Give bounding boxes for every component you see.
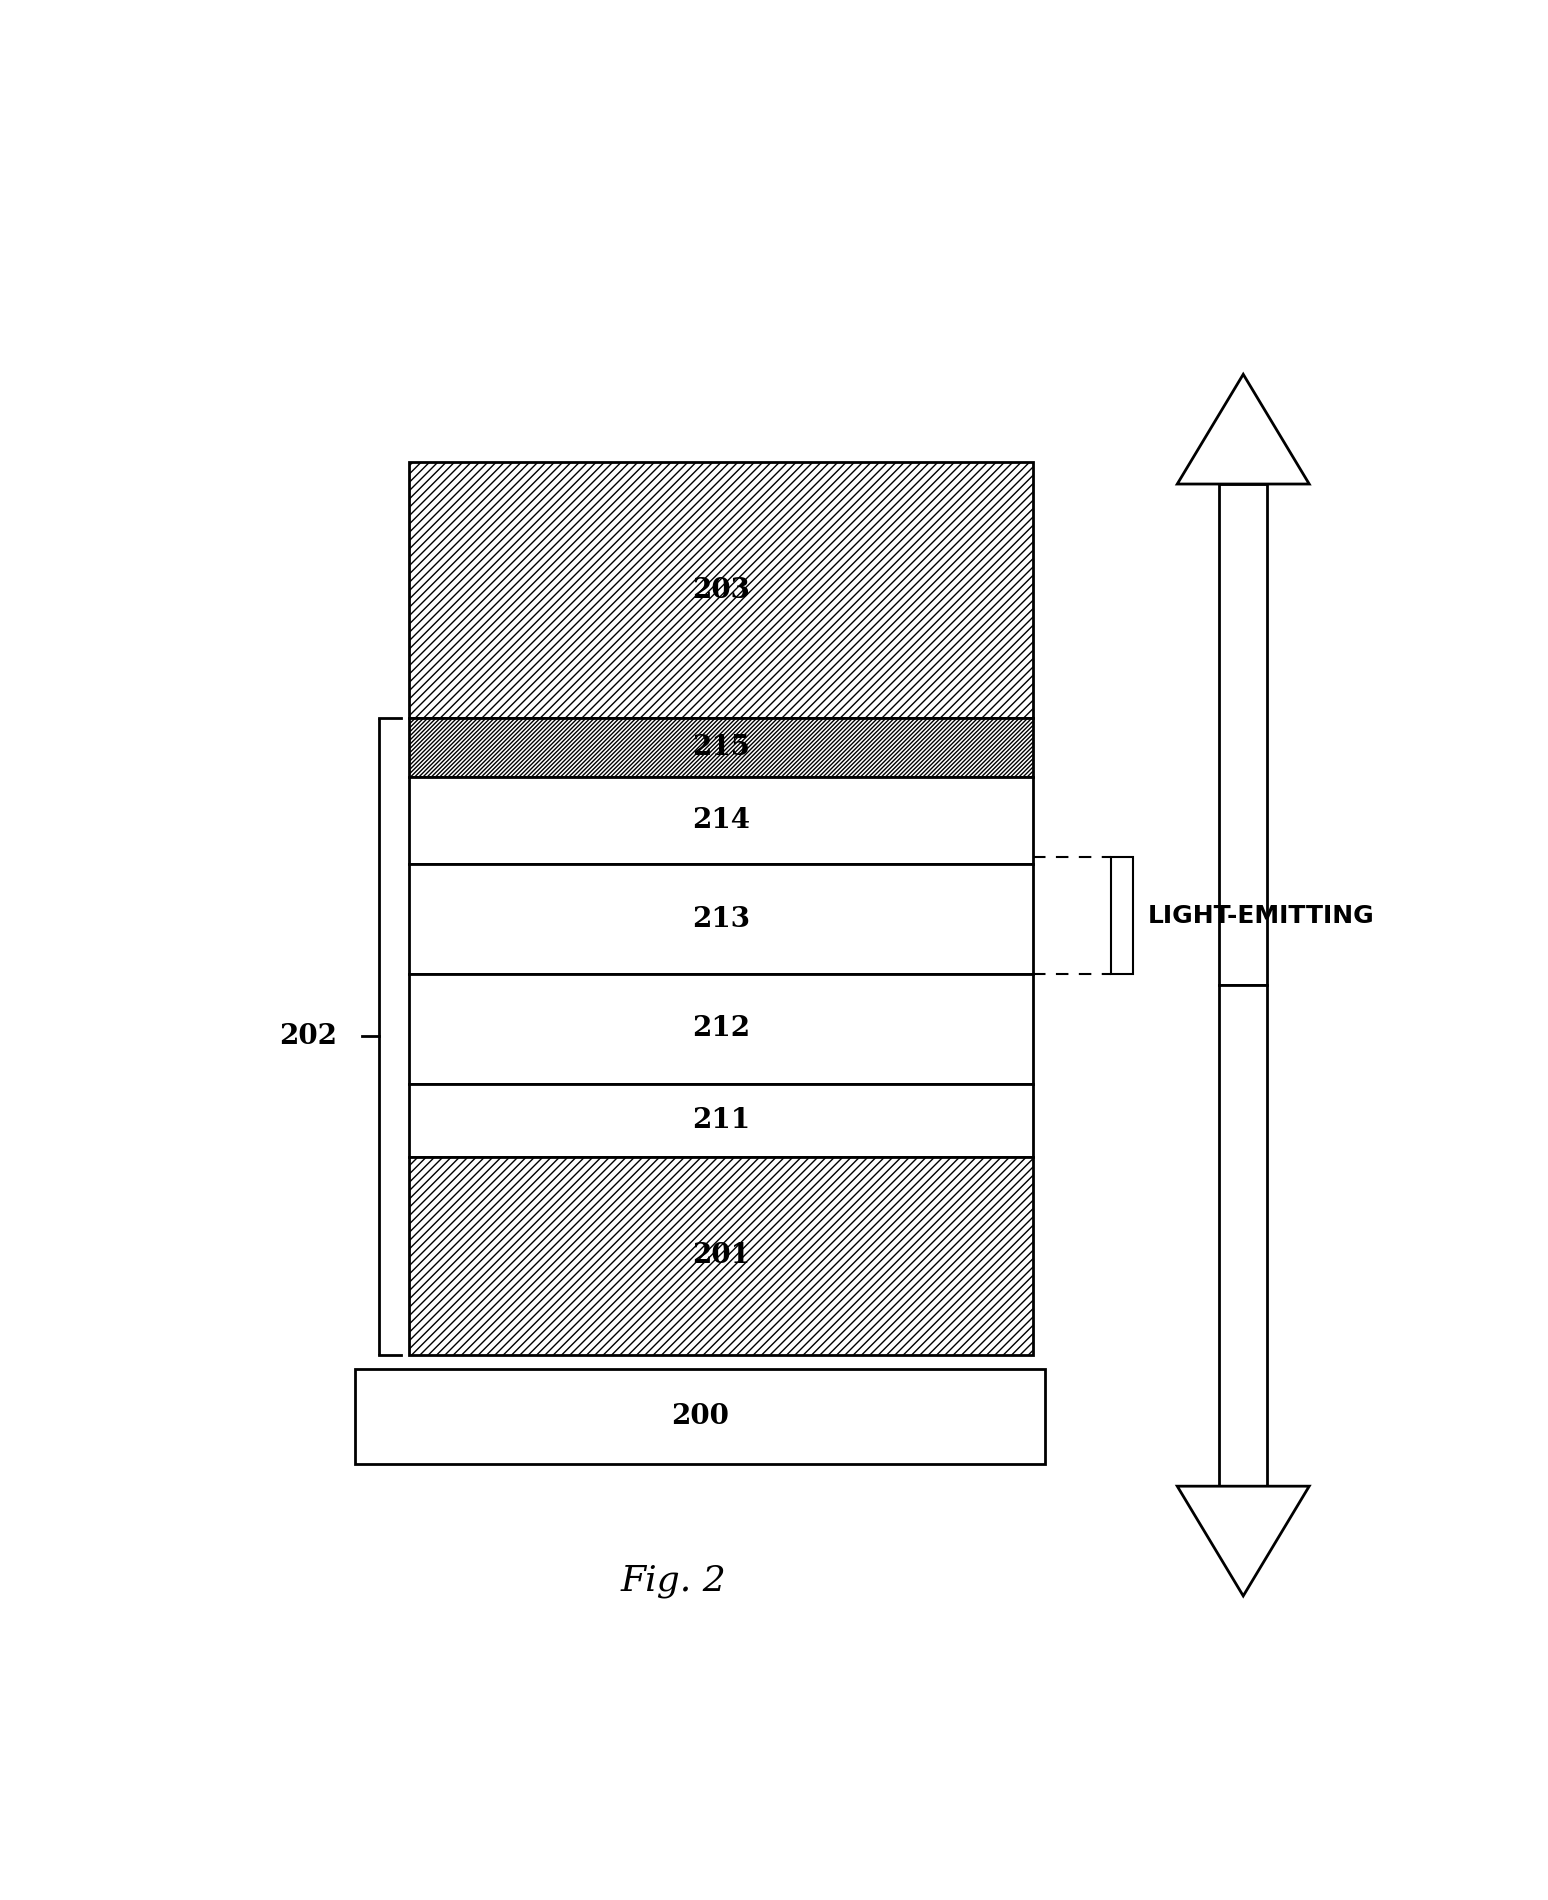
Bar <box>409 462 1034 718</box>
Text: 212: 212 <box>692 1015 751 1043</box>
Text: 202: 202 <box>280 1022 337 1051</box>
Bar <box>1220 484 1268 984</box>
Bar <box>409 1157 1034 1355</box>
Polygon shape <box>1176 374 1310 484</box>
Bar <box>409 777 1034 864</box>
Polygon shape <box>1176 1486 1310 1596</box>
Bar <box>409 975 1034 1083</box>
Text: 203: 203 <box>692 576 751 604</box>
Bar <box>409 1083 1034 1157</box>
Text: LIGHT-EMITTING: LIGHT-EMITTING <box>1147 904 1375 927</box>
Bar <box>356 1370 1045 1465</box>
Text: 201: 201 <box>692 1243 751 1269</box>
Text: 211: 211 <box>692 1108 751 1134</box>
Bar <box>409 718 1034 777</box>
Bar <box>409 864 1034 975</box>
Text: 214: 214 <box>692 808 751 834</box>
Bar <box>1111 857 1133 975</box>
Text: Fig. 2: Fig. 2 <box>621 1564 726 1598</box>
Bar <box>1220 984 1268 1486</box>
Text: 215: 215 <box>692 733 751 760</box>
Text: 200: 200 <box>672 1404 729 1431</box>
Text: 213: 213 <box>692 906 751 933</box>
